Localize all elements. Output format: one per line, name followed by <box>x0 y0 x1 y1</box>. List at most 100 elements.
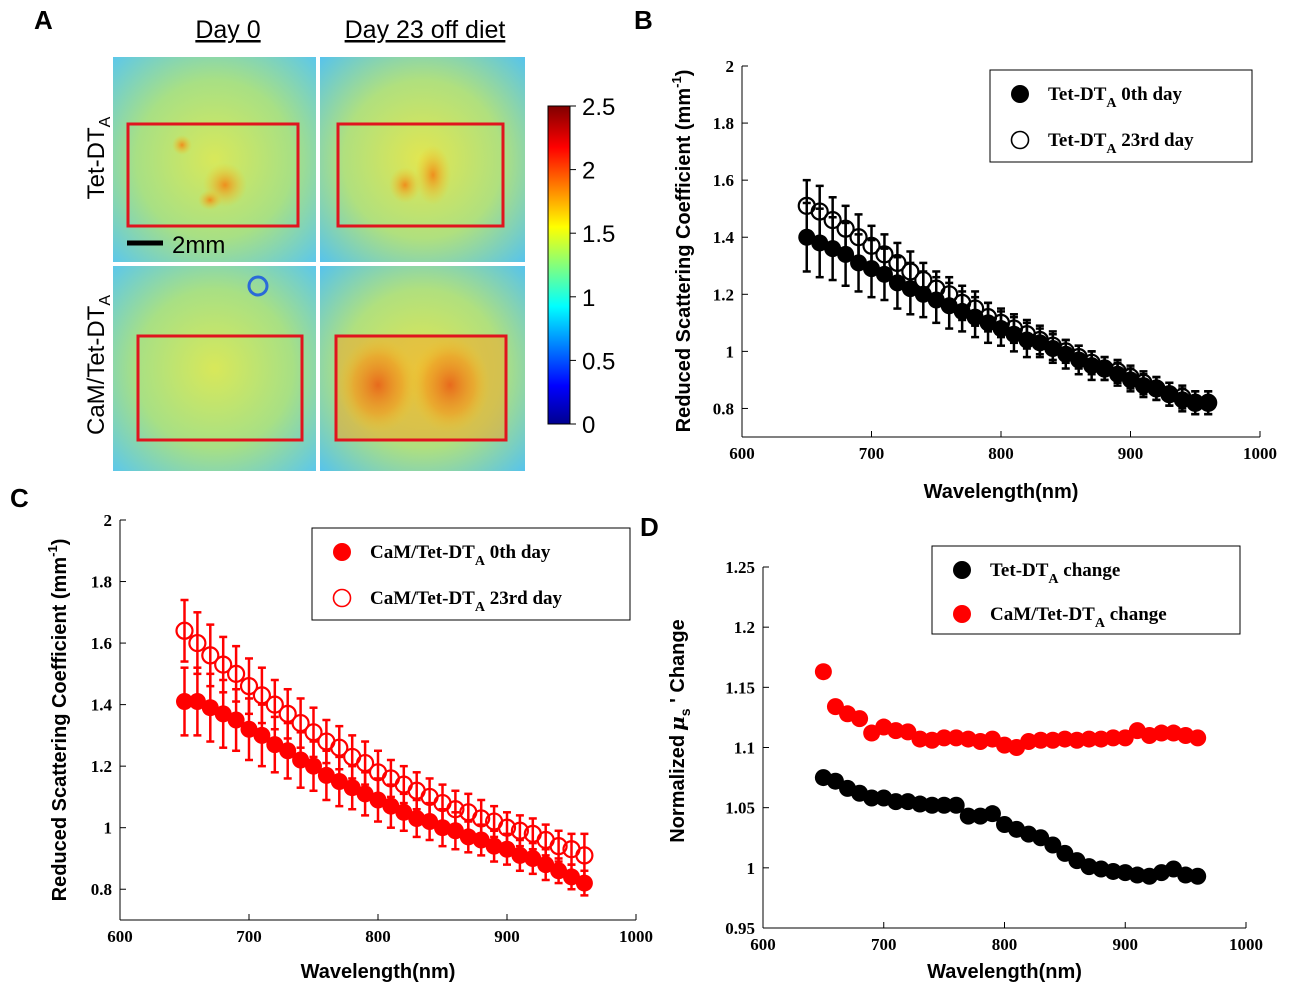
series-1 <box>814 769 1207 885</box>
data-point <box>369 791 387 809</box>
legend-marker <box>332 588 352 608</box>
x-tick-label: 700 <box>236 927 262 946</box>
data-point <box>549 837 568 856</box>
x-tick-label: 1000 <box>1229 935 1263 954</box>
data-point <box>849 228 868 247</box>
data-point <box>1189 729 1207 747</box>
x-tick-label: 900 <box>494 927 520 946</box>
data-point <box>863 260 880 278</box>
data-point <box>863 789 881 807</box>
y-tick-label: 1.8 <box>91 573 112 592</box>
series-2 <box>797 178 1218 416</box>
y-tick-label: 1.05 <box>725 799 755 818</box>
data-point <box>292 751 310 769</box>
roi-box-tet-day0 <box>126 122 300 228</box>
y-tick-label: 1.15 <box>725 678 755 697</box>
x-tick-label: 600 <box>750 935 776 954</box>
x-tick-label: 800 <box>365 927 391 946</box>
data-point <box>524 849 542 867</box>
x-tick-label: 600 <box>729 444 755 463</box>
data-point <box>550 862 568 880</box>
y-tick-label: 1.2 <box>91 757 112 776</box>
data-point <box>537 856 555 874</box>
colorbar-tick-label: 2 <box>582 158 595 185</box>
data-point <box>510 821 530 840</box>
data-point <box>239 677 259 696</box>
legend-marker <box>953 561 971 579</box>
y-tick-label: 1 <box>726 342 735 361</box>
data-point <box>291 713 310 733</box>
y-tick-label: 1.2 <box>713 285 734 304</box>
y-tick-label: 1.4 <box>91 696 113 715</box>
data-point <box>850 254 868 272</box>
data-point <box>434 819 451 837</box>
legend-label: CaM/Tet-DTA 0th day <box>370 542 551 569</box>
y-tick-label: 1.8 <box>713 114 734 133</box>
legend-label: CaM/Tet-DTA 23rd day <box>370 588 563 615</box>
data-point <box>472 809 491 828</box>
data-point <box>485 837 503 855</box>
data-point <box>188 693 206 711</box>
data-point <box>887 793 905 811</box>
y-tick-label: 1 <box>104 819 113 838</box>
panel-label-b: B <box>634 5 653 35</box>
data-point <box>305 757 322 775</box>
data-point <box>810 202 829 221</box>
x-axis-label: Wavelength(nm) <box>301 961 456 983</box>
legend-marker <box>953 605 971 623</box>
x-tick-label: 900 <box>1113 935 1139 954</box>
data-point <box>563 868 580 886</box>
colorbar-tick-label: 1.5 <box>582 221 615 248</box>
data-point <box>497 818 517 837</box>
data-point <box>1032 731 1050 749</box>
y-tick-label: 1.4 <box>713 228 735 247</box>
data-point <box>459 828 477 846</box>
panel-a-heatmaps: Day 0 Day 23 off diet Tet-DTA CaM/Tet-DT… <box>83 16 615 471</box>
data-point <box>837 245 855 263</box>
data-point <box>851 710 869 728</box>
data-point <box>923 796 941 814</box>
data-point <box>824 240 842 258</box>
data-point <box>343 779 361 797</box>
data-point <box>862 236 881 255</box>
legend-marker <box>1010 130 1030 150</box>
x-tick-label: 700 <box>871 935 897 954</box>
y-axis-label: Normalizedμs ' Change <box>665 619 693 842</box>
data-point <box>408 809 426 827</box>
x-tick-label: 600 <box>107 927 133 946</box>
data-point <box>240 720 258 738</box>
data-point <box>317 766 335 784</box>
y-tick-label: 1.25 <box>725 558 755 577</box>
x-tick-label: 800 <box>992 935 1018 954</box>
data-point <box>511 846 529 864</box>
data-point <box>382 797 400 815</box>
legend-label: Tet-DTA change <box>990 560 1120 587</box>
panel-label-d: D <box>640 512 659 542</box>
data-point <box>279 742 297 760</box>
y-tick-label: 0.8 <box>713 399 734 418</box>
y-tick-label: 0.8 <box>91 880 112 899</box>
roi-box-tet-day23 <box>336 122 505 228</box>
legend: CaM/Tet-DTA 0th day CaM/Tet-DTA 23rd day <box>311 527 631 621</box>
chart-b: 600 700 800 900 1000 0.8 1 1.2 1.4 1.6 1.8 2 Wavelen… <box>669 57 1277 503</box>
data-point <box>935 796 953 814</box>
legend-box <box>311 527 631 621</box>
data-point <box>888 253 907 273</box>
data-point <box>278 704 297 723</box>
x-tick-label: 800 <box>988 444 1014 463</box>
heatmap-tile-cam-day0 <box>113 266 316 471</box>
colorbar-tick-label: 0.5 <box>582 348 615 375</box>
series-2 <box>175 598 594 879</box>
x-tick-label: 1000 <box>619 927 653 946</box>
legend: Tet-DTA change CaM/Tet-DTA change <box>931 545 1241 635</box>
colorbar-tick-label: 0 <box>582 412 595 439</box>
data-point <box>959 807 977 825</box>
data-point <box>940 285 959 304</box>
data-point <box>823 211 842 230</box>
data-point <box>965 299 985 318</box>
data-point <box>356 785 374 803</box>
y-axis-label: Reduced Scattering Coefficient (mm-1) <box>669 70 695 433</box>
y-tick-label: 1.2 <box>734 618 755 637</box>
roi-box-cam-day0 <box>136 334 304 442</box>
x-tick-label: 1000 <box>1243 444 1277 463</box>
